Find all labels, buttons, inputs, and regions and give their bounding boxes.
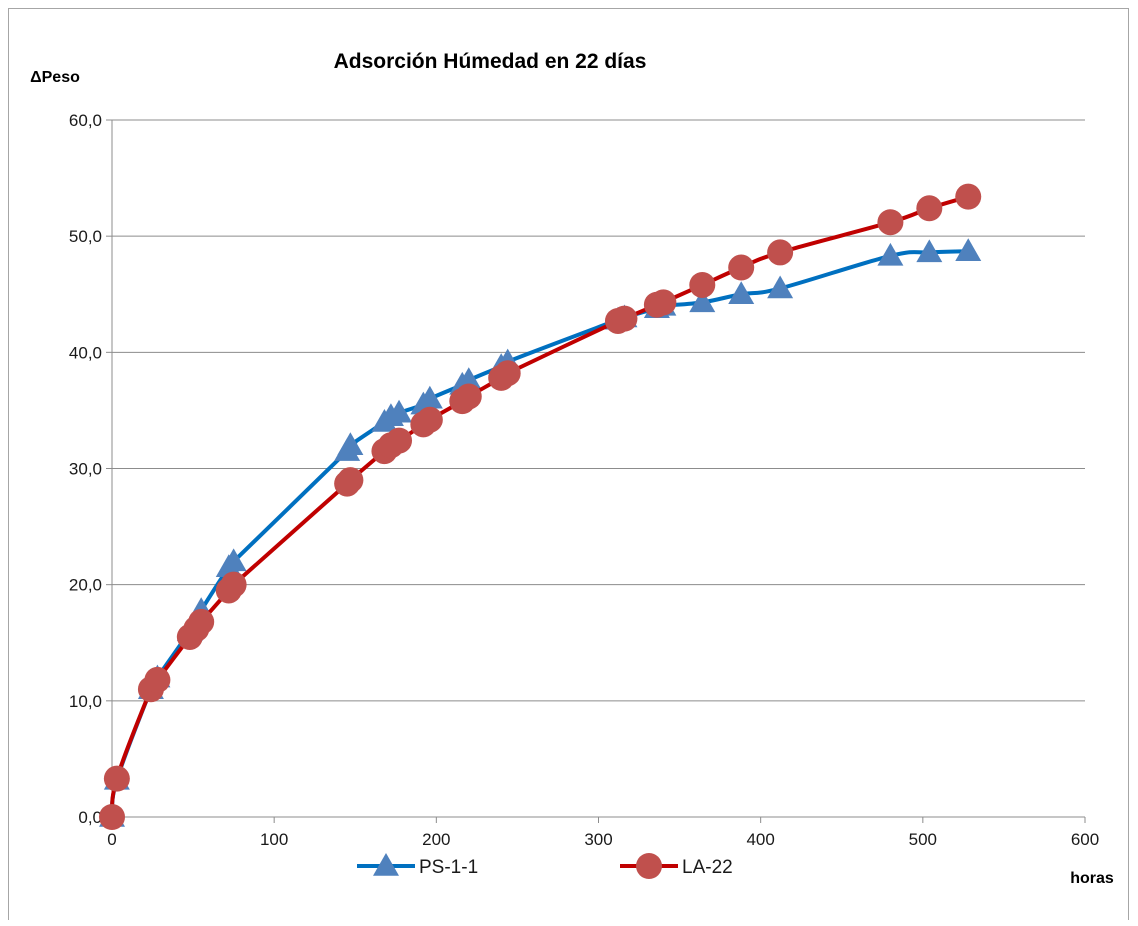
y-tick-label: 50,0 <box>69 227 102 246</box>
data-point <box>386 427 413 454</box>
data-point <box>386 399 413 423</box>
data-point <box>337 432 364 456</box>
data-point <box>767 239 794 266</box>
series-line <box>110 249 969 818</box>
chart-frame <box>8 8 1129 920</box>
x-tick-label: 0 <box>107 830 116 849</box>
x-tick-label: 100 <box>260 830 288 849</box>
legend-label: PS-1-1 <box>419 857 478 878</box>
legend-marker <box>373 853 399 876</box>
data-point <box>955 183 982 210</box>
y-axis-title: ΔPeso <box>30 69 80 86</box>
data-point <box>689 271 716 298</box>
data-point <box>728 281 755 304</box>
data-point <box>916 239 943 263</box>
y-tick-label: 30,0 <box>69 460 102 479</box>
data-point <box>220 571 247 598</box>
series-group <box>99 183 982 830</box>
y-tick-label: 20,0 <box>69 576 102 595</box>
x-tick-label: 600 <box>1071 830 1099 849</box>
gridlines <box>112 119 1085 702</box>
series-line <box>110 194 969 818</box>
x-axis-title: horas <box>1070 870 1114 887</box>
data-point <box>337 467 364 494</box>
data-point <box>144 666 171 693</box>
x-tick-label: 400 <box>746 830 774 849</box>
axes <box>106 119 1086 823</box>
y-tick-label: 40,0 <box>69 343 102 362</box>
data-point <box>955 238 982 262</box>
x-tick-label: 300 <box>584 830 612 849</box>
legend: PS-1-1 LA-22 <box>357 853 733 879</box>
legend-marker <box>636 853 662 879</box>
data-point <box>103 765 130 792</box>
data-point <box>99 804 125 830</box>
x-tick-label: 500 <box>909 830 937 849</box>
data-point <box>689 289 716 313</box>
data-point <box>916 195 943 222</box>
data-point <box>877 209 904 236</box>
x-tick-label: 200 <box>422 830 450 849</box>
legend-label: LA-22 <box>682 857 733 878</box>
series-ps-1-1 <box>99 238 982 827</box>
data-point <box>728 254 755 281</box>
y-tick-label: 10,0 <box>69 692 102 711</box>
legend-item: PS-1-1 <box>357 853 478 878</box>
data-point <box>455 383 482 410</box>
data-point <box>767 275 794 299</box>
data-point <box>220 548 247 572</box>
data-point <box>494 360 521 387</box>
data-point <box>455 367 482 390</box>
tick-labels: 0,0 10,0 20,0 30,0 40,0 50,0 60,0 0 100 200 300 400… <box>69 111 1099 849</box>
data-point <box>877 242 904 266</box>
y-tick-label: 60,0 <box>69 111 102 130</box>
data-point <box>416 406 443 433</box>
data-point <box>611 305 638 332</box>
series-la-22 <box>99 183 982 830</box>
y-tick-label: 0,0 <box>78 808 102 827</box>
data-point <box>650 289 677 316</box>
data-point <box>416 385 443 409</box>
data-point <box>188 608 215 635</box>
chart-title: Adsorción Húmedad en 22 días <box>334 50 647 73</box>
legend-item: LA-22 <box>620 853 733 879</box>
